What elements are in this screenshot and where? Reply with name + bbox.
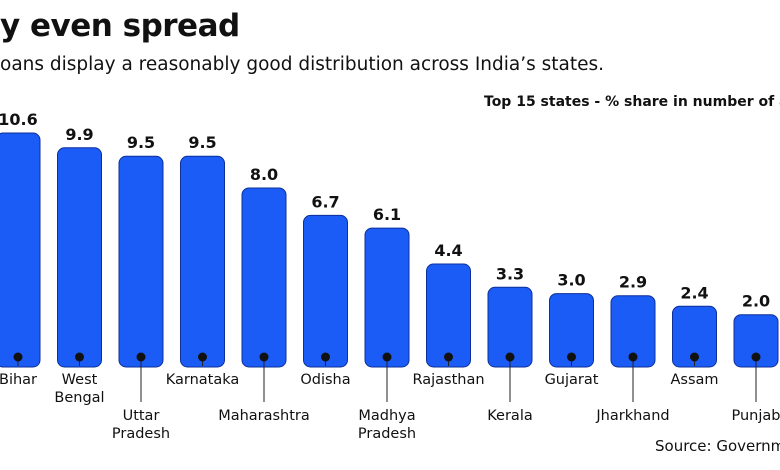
value-label-12: 2.0 (742, 292, 770, 311)
tick-dot-11 (690, 352, 699, 362)
category-label-line: Rajasthan (412, 372, 484, 388)
bar-9 (549, 293, 594, 368)
category-label-9: Gujarat (545, 372, 599, 388)
bar-3 (180, 155, 225, 368)
category-label-line: Pradesh (112, 426, 170, 442)
value-label-7: 4.4 (434, 241, 462, 260)
chart-subtitle: oans display a reasonably good distribut… (0, 54, 605, 75)
tick-dot-5 (321, 352, 330, 362)
bar-1 (57, 147, 102, 368)
bar-5 (303, 214, 348, 368)
bar-6 (364, 227, 410, 368)
value-label-1: 9.9 (65, 125, 93, 144)
category-label-line: Odisha (300, 372, 350, 388)
bar-11 (672, 305, 717, 368)
category-label-line: Assam (670, 372, 718, 388)
category-label-2: Uttar Pradesh (112, 408, 170, 442)
chart-legend-caption: Top 15 states - % share in number of a (484, 94, 780, 110)
value-label-8: 3.3 (496, 264, 524, 283)
category-label-line: Bihar (0, 372, 37, 388)
tick-dot-9 (567, 352, 576, 362)
value-label-3: 9.5 (188, 133, 216, 152)
category-label-4: Maharashtra (218, 408, 310, 424)
category-label-line: Uttar (123, 408, 160, 424)
category-label-10: Jharkhand (595, 408, 669, 424)
category-label-line: West (62, 372, 98, 388)
category-label-1: West Bengal (54, 372, 104, 406)
value-label-10: 2.9 (619, 273, 647, 292)
tick-dot-12 (751, 352, 761, 362)
category-label-line: Karnataka (166, 372, 240, 388)
value-label-11: 2.4 (680, 283, 708, 302)
bar-0 (0, 132, 41, 368)
category-label-line: Punjab (732, 408, 780, 424)
tick-dot-7 (444, 352, 453, 362)
value-label-9: 3.0 (557, 271, 585, 290)
bar-2 (118, 155, 164, 368)
tick-dot-10 (628, 352, 638, 362)
value-label-5: 6.7 (311, 192, 339, 211)
category-label-7: Rajasthan (412, 372, 484, 388)
category-label-line: Jharkhand (595, 408, 669, 424)
tick-dot-3 (198, 352, 207, 362)
category-label-line: Gujarat (545, 372, 599, 388)
category-label-line: Bengal (54, 390, 104, 406)
value-label-0: 10.6 (0, 110, 38, 129)
category-label-11: Assam (670, 372, 718, 388)
category-label-0: Bihar (0, 372, 37, 388)
category-label-6: Madhya Pradesh (358, 408, 416, 442)
value-label-6: 6.1 (373, 205, 401, 224)
category-label-12: Punjab (732, 408, 780, 424)
bar-7 (426, 263, 471, 368)
category-label-line: Madhya (358, 408, 415, 424)
category-label-line: Maharashtra (218, 408, 310, 424)
source-note: Source: Governm (655, 437, 780, 455)
category-label-8: Kerala (487, 408, 532, 424)
tick-dot-6 (382, 352, 392, 362)
category-label-5: Odisha (300, 372, 350, 388)
chart-title: y even spread (0, 8, 240, 44)
tick-dot-4 (259, 352, 269, 362)
category-label-3: Karnataka (166, 372, 240, 388)
tick-dot-8 (505, 352, 515, 362)
tick-dot-1 (75, 352, 84, 362)
value-label-2: 9.5 (127, 133, 155, 152)
category-label-line: Kerala (487, 408, 532, 424)
bar-4 (241, 187, 287, 368)
category-label-line: Pradesh (358, 426, 416, 442)
tick-dot-2 (136, 352, 146, 362)
value-label-4: 8.0 (250, 165, 278, 184)
tick-dot-0 (13, 352, 23, 362)
